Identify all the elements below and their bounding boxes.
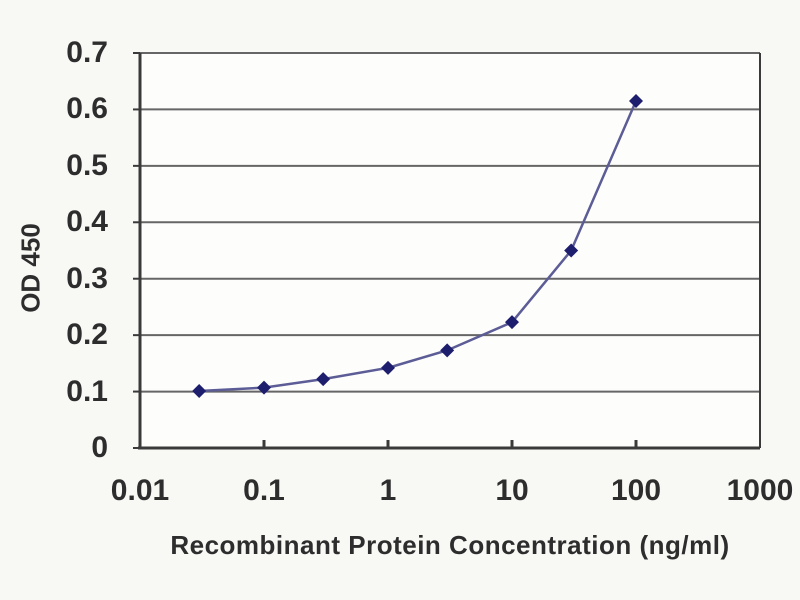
x-axis-tick-label: 1000	[726, 474, 794, 507]
x-axis-title: Recombinant Protein Concentration (ng/ml…	[170, 530, 730, 560]
x-axis-tick-label: 1	[379, 474, 397, 507]
x-axis-tick-label: 10	[495, 474, 529, 507]
y-axis-tick-label: 0.7	[66, 36, 108, 69]
y-axis-tick-label: 0.2	[66, 318, 108, 352]
x-axis-tick-label: 0.1	[243, 474, 285, 507]
x-axis-tick-label: 0.01	[110, 474, 170, 507]
y-axis-tick-label: 0.6	[66, 92, 108, 126]
y-axis-tick-label: 0.5	[66, 148, 108, 182]
y-axis-tick-label: 0.1	[66, 374, 108, 408]
y-axis-tick-label: 0.4	[66, 205, 108, 239]
y-axis-tick-label: 0.3	[66, 261, 108, 295]
y-axis-tick-label: 0	[91, 431, 108, 464]
plot-area	[133, 52, 761, 450]
x-axis-tick-label: 100	[610, 474, 662, 507]
